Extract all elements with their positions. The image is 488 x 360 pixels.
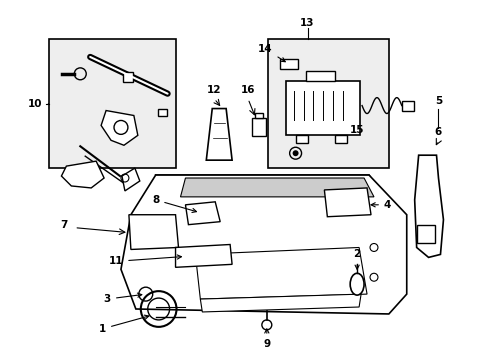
- Text: 3: 3: [103, 293, 142, 304]
- Text: 1: 1: [99, 315, 148, 334]
- Text: 10: 10: [27, 99, 42, 109]
- Text: 9: 9: [263, 329, 270, 349]
- Bar: [295, 135, 307, 143]
- Ellipse shape: [349, 273, 364, 295]
- Text: 11: 11: [108, 255, 181, 266]
- Polygon shape: [129, 215, 178, 249]
- Polygon shape: [180, 178, 373, 197]
- Text: 12: 12: [206, 85, 221, 95]
- Polygon shape: [101, 111, 138, 145]
- Bar: [254, 113, 263, 118]
- Polygon shape: [200, 294, 360, 312]
- Text: 15: 15: [349, 125, 364, 135]
- Polygon shape: [175, 244, 232, 267]
- Polygon shape: [155, 175, 383, 210]
- Text: 13: 13: [300, 18, 314, 28]
- Text: 14: 14: [258, 44, 285, 62]
- Text: 16: 16: [240, 85, 255, 95]
- Text: 2: 2: [353, 249, 360, 269]
- Circle shape: [292, 150, 298, 156]
- Bar: [48, 39, 175, 168]
- Bar: [267, 39, 388, 168]
- Polygon shape: [61, 161, 104, 188]
- Polygon shape: [414, 155, 443, 257]
- Text: 7: 7: [61, 220, 68, 230]
- Bar: [285, 81, 359, 135]
- Bar: [279, 59, 297, 69]
- Polygon shape: [251, 118, 265, 136]
- Polygon shape: [122, 168, 140, 191]
- Bar: [335, 135, 346, 143]
- Bar: [416, 225, 434, 243]
- Text: 8: 8: [152, 195, 196, 212]
- Polygon shape: [185, 202, 220, 225]
- Bar: [401, 100, 413, 111]
- Polygon shape: [121, 175, 406, 314]
- Bar: [157, 109, 166, 117]
- Polygon shape: [324, 188, 370, 217]
- Text: 6: 6: [434, 127, 441, 138]
- Bar: [305, 71, 335, 81]
- Polygon shape: [206, 109, 232, 160]
- Bar: [122, 72, 133, 82]
- Text: 4: 4: [370, 200, 390, 210]
- Polygon shape: [195, 247, 366, 299]
- Text: 5: 5: [434, 96, 441, 105]
